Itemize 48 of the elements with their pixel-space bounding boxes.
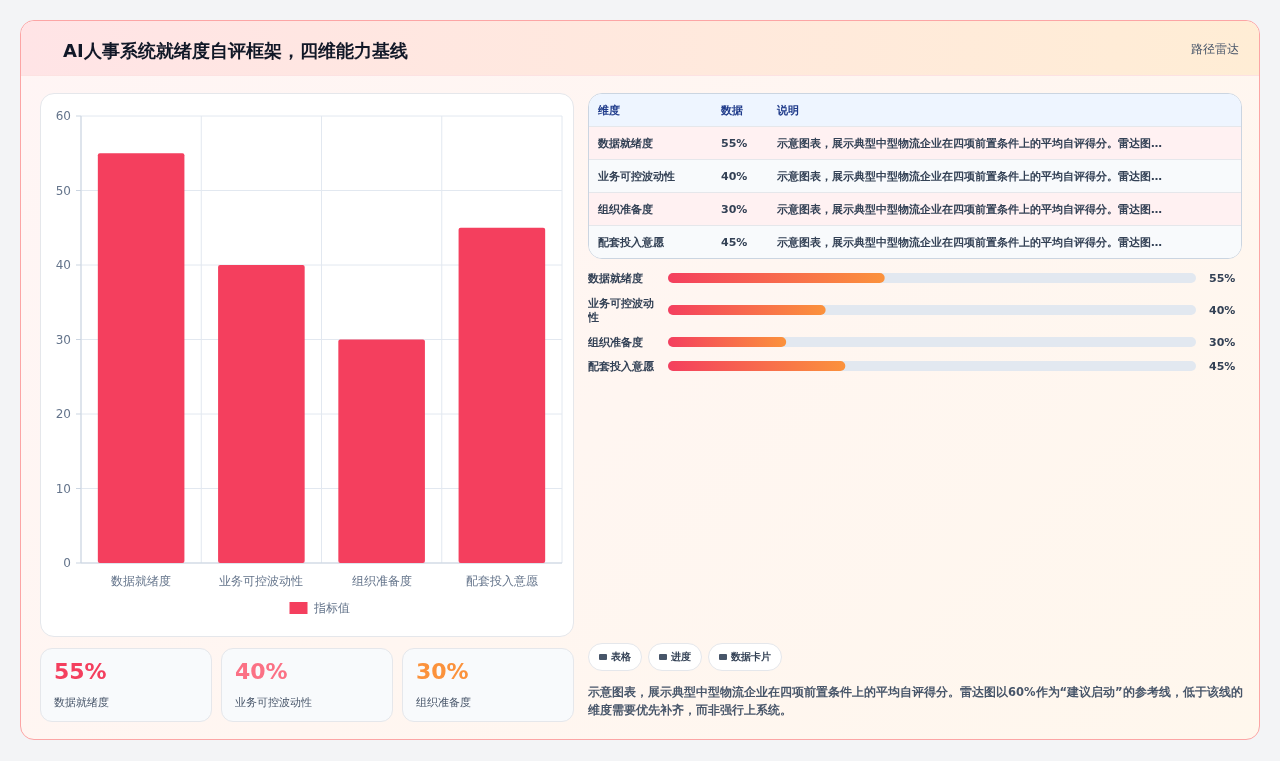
category-label: 进度 xyxy=(671,651,691,662)
x-tick-label: 配套投入意愿 xyxy=(465,574,538,588)
category-label: 数据 xyxy=(712,94,768,127)
category-label: 组织准备度 xyxy=(416,695,471,710)
y-tick-label: 业务可控波动性 xyxy=(587,297,654,324)
bar xyxy=(218,265,305,563)
chart-title: AI人事系统就绪度自评框架，四维能力基线 xyxy=(63,39,408,63)
category-label: 数据卡片 xyxy=(731,651,771,662)
category-label: 说明 xyxy=(768,94,1241,127)
y-tick-label: 配套投入意愿 xyxy=(588,360,655,373)
category-label: 业务可控波动性 xyxy=(598,169,675,183)
y-tick-label: 30 xyxy=(55,332,71,347)
y-tick-label: 0 xyxy=(63,556,71,570)
text: 30% xyxy=(721,202,748,216)
category-label: 表格 xyxy=(611,651,631,662)
y-tick-label: 10 xyxy=(55,481,71,496)
text: 40% xyxy=(721,169,748,183)
text: 55% xyxy=(721,136,748,150)
text: 示意图表，展示典型中型物流企业在四项前置条件上的平均自评得分。雷达图… xyxy=(777,169,1162,183)
y-tick-label: 数据就绪度 xyxy=(587,272,643,285)
y-tick-label: 20 xyxy=(55,407,71,421)
text: 示意图表，展示典型中型物流企业在四项前置条件上的平均自评得分。雷达图… xyxy=(777,235,1162,249)
y-tick-label: 60 xyxy=(55,109,71,123)
text: 40% xyxy=(235,659,288,684)
bar xyxy=(338,339,425,563)
legend-label: 指标值 xyxy=(312,601,350,615)
category-label: 维度 xyxy=(589,94,712,127)
category-label: 配套投入意愿 xyxy=(598,235,664,249)
data-label: 30% xyxy=(1209,336,1236,349)
x-tick-label: 业务可控波动性 xyxy=(219,574,304,588)
y-tick-label: 40 xyxy=(55,258,71,272)
data-label: 40% xyxy=(1209,304,1236,317)
x-tick-label: 数据就绪度 xyxy=(111,574,172,588)
x-tick-label: 组织准备度 xyxy=(351,574,412,588)
bar xyxy=(458,227,546,563)
category-label: 业务可控波动性 xyxy=(235,695,312,710)
text: 45% xyxy=(721,235,748,249)
bar xyxy=(97,153,185,563)
data-label: 55% xyxy=(1209,272,1236,285)
text: 示意图表，展示典型中型物流企业在四项前置条件上的平均自评得分。雷达图以60%作为“建议启动”的参考线，低于该线的维度需要优先补齐，而非强行上系统。 xyxy=(588,684,1243,719)
y-tick-label: 50 xyxy=(55,183,71,198)
text: 示意图表，展示典型中型物流企业在四项前置条件上的平均自评得分。雷达图… xyxy=(777,136,1162,150)
data-label: 45% xyxy=(1209,360,1236,373)
text: 55% xyxy=(54,659,107,684)
text: 示意图表，展示典型中型物流企业在四项前置条件上的平均自评得分。雷达图… xyxy=(777,202,1162,216)
y-tick-label: 组织准备度 xyxy=(587,336,643,349)
text: 路径雷达 xyxy=(1191,41,1239,58)
text: 30% xyxy=(416,659,469,684)
